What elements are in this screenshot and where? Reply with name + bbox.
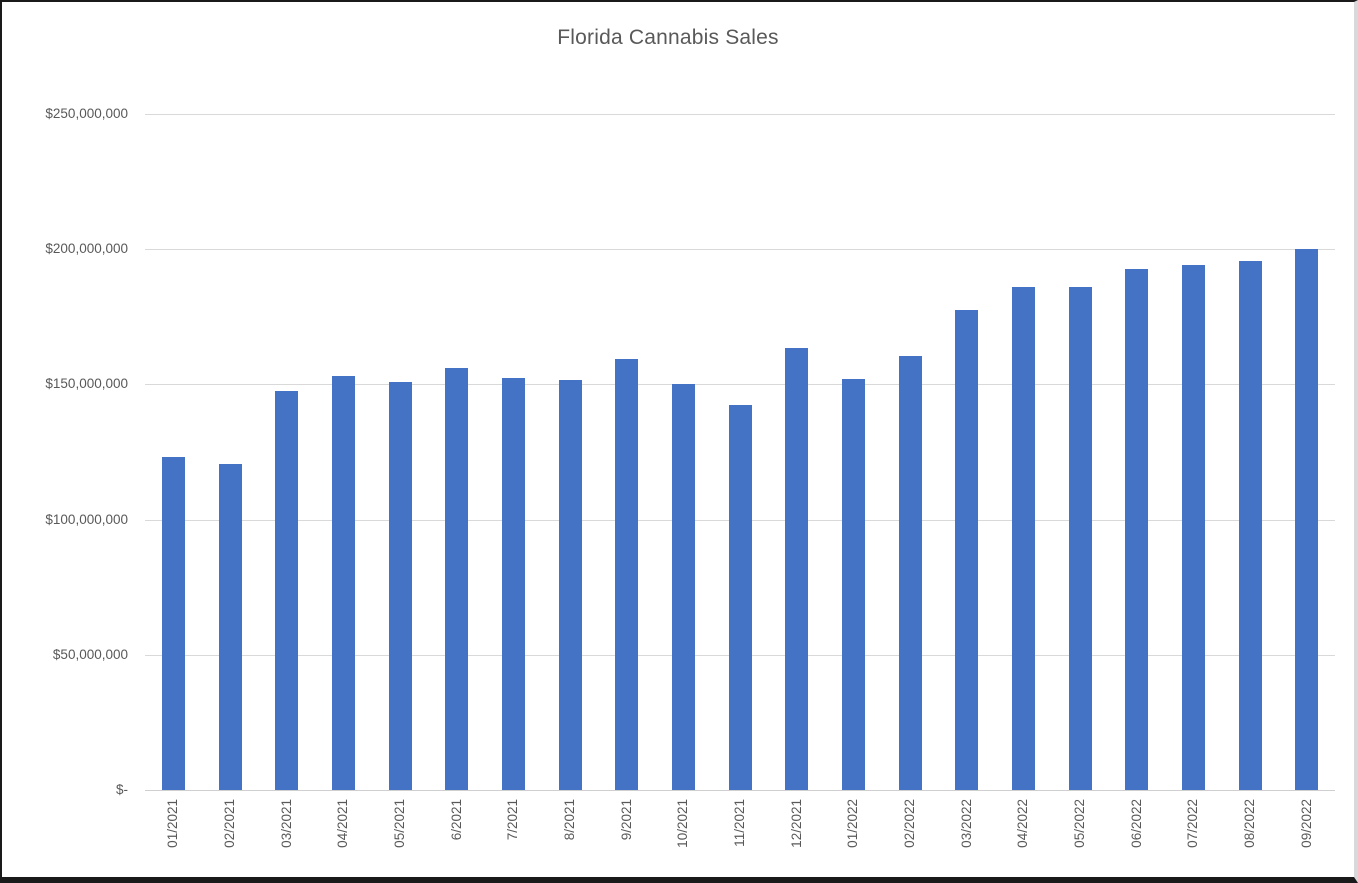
chart-title: Florida Cannabis Sales [557, 26, 779, 49]
x-tick-label: 12/2021 [768, 799, 825, 871]
x-tick-label-text: 6/2021 [448, 799, 464, 841]
bar-slot [202, 114, 259, 790]
bar-9-2021 [615, 358, 639, 790]
x-tick-label: 03/2022 [938, 799, 995, 871]
bar-slot [1222, 114, 1279, 790]
bar-slot [145, 114, 202, 790]
bar-series [145, 114, 1335, 790]
x-tick-label-text: 7/2021 [505, 799, 521, 841]
bar-8-2021 [558, 380, 582, 790]
bar-02-2022 [898, 356, 922, 790]
x-tick-label-text: 04/2021 [335, 799, 351, 848]
bar-01-2022 [841, 379, 865, 790]
bar-slot [372, 114, 429, 790]
bar-07-2022 [1181, 265, 1205, 790]
x-tick-label: 05/2021 [372, 799, 429, 871]
x-tick-label-text: 9/2021 [618, 799, 634, 841]
x-tick-label-text: 03/2022 [958, 799, 974, 848]
x-tick-label: 08/2022 [1222, 799, 1279, 871]
x-tick-label-text: 11/2021 [732, 799, 748, 847]
bar-11-2021 [728, 404, 752, 790]
bar-slot [995, 114, 1052, 790]
bar-09-2022 [1295, 249, 1319, 790]
y-tick-label: $250,000,000 [45, 106, 128, 121]
bar-6-2021 [445, 368, 469, 790]
bar-slot [598, 114, 655, 790]
x-tick-label: 11/2021 [712, 799, 769, 871]
bar-slot [1108, 114, 1165, 790]
bar-03-2021 [275, 391, 299, 790]
bar-slot [258, 114, 315, 790]
x-tick-label: 04/2021 [315, 799, 372, 871]
x-tick-label: 7/2021 [485, 799, 542, 871]
bar-slot [825, 114, 882, 790]
bar-slot [882, 114, 939, 790]
x-axis-line [145, 790, 1335, 791]
bar-slot [428, 114, 485, 790]
bar-slot [315, 114, 372, 790]
x-tick-label-text: 12/2021 [788, 799, 804, 848]
x-tick-label: 01/2021 [145, 799, 202, 871]
x-tick-label-text: 05/2022 [1072, 799, 1088, 848]
x-tick-label-text: 02/2022 [902, 799, 918, 848]
x-tick-label: 06/2022 [1108, 799, 1165, 871]
x-tick-label-text: 03/2021 [278, 799, 294, 848]
y-tick-label: $50,000,000 [52, 646, 128, 662]
bar-slot [655, 114, 712, 790]
x-tick-label-text: 10/2021 [675, 799, 691, 848]
x-tick-label: 8/2021 [542, 799, 599, 871]
bar-7-2021 [501, 377, 525, 790]
x-tick-label: 02/2021 [202, 799, 259, 871]
y-gridline [145, 114, 1335, 115]
x-tick-label: 07/2022 [1165, 799, 1222, 871]
x-tick-label: 09/2022 [1278, 799, 1335, 871]
bar-08-2022 [1238, 261, 1262, 790]
bar-12-2021 [785, 347, 809, 790]
x-tick-label: 01/2022 [825, 799, 882, 871]
bar-06-2022 [1125, 269, 1149, 790]
bar-04-2021 [331, 376, 355, 790]
bar-03-2022 [955, 310, 979, 790]
bar-slot [712, 114, 769, 790]
x-tick-label-text: 06/2022 [1128, 799, 1144, 848]
x-tick-label: 9/2021 [598, 799, 655, 871]
bar-02-2021 [218, 464, 242, 790]
bar-slot [542, 114, 599, 790]
x-tick-label-text: 01/2022 [845, 799, 861, 848]
y-gridline [145, 384, 1335, 386]
bar-slot [1052, 114, 1109, 790]
bar-slot [938, 114, 995, 790]
x-tick-label-text: 8/2021 [562, 799, 578, 841]
x-tick-label: 05/2022 [1052, 799, 1109, 871]
y-tick-label: $200,000,000 [45, 241, 128, 257]
x-tick-label: 10/2021 [655, 799, 712, 871]
x-tick-label: 6/2021 [428, 799, 485, 871]
x-tick-label-text: 02/2021 [222, 799, 237, 848]
x-tick-label-text: 07/2022 [1185, 799, 1201, 848]
x-tick-label: 02/2022 [882, 799, 939, 871]
x-tick-label-text: 05/2021 [392, 799, 408, 848]
bar-10-2021 [671, 384, 695, 790]
x-tick-label: 03/2021 [258, 799, 315, 871]
x-tick-label-text: 08/2022 [1242, 799, 1258, 848]
x-tick-label: 04/2022 [995, 799, 1052, 871]
bar-04-2022 [1011, 287, 1035, 790]
bar-slot [1165, 114, 1222, 790]
bar-05-2022 [1068, 287, 1092, 790]
bar-slot [1278, 114, 1335, 790]
bar-05-2021 [388, 381, 412, 790]
y-tick-label: $150,000,000 [45, 376, 128, 392]
y-gridline [145, 249, 1335, 251]
y-tick-label: $100,000,000 [45, 511, 128, 527]
x-tick-label-text: 09/2022 [1298, 799, 1314, 848]
bar-01-2021 [161, 457, 185, 790]
x-tick-label-text: 04/2022 [1015, 799, 1031, 848]
y-tick-label: $- [115, 782, 128, 797]
x-axis: 01/2021 02/2021 03/2021 04/2021 05/2021 6/202… [145, 799, 1335, 871]
bar-slot [485, 114, 542, 790]
bar-slot [768, 114, 825, 790]
x-tick-label-text: 01/2021 [165, 799, 181, 848]
